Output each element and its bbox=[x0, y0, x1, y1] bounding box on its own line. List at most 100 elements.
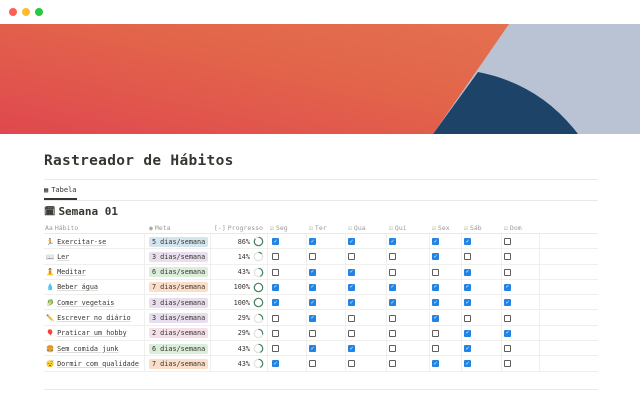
day-checkbox[interactable]: ✓ bbox=[272, 298, 279, 307]
day-checkbox[interactable] bbox=[432, 268, 439, 276]
table-row[interactable]: 🧘 Meditar 6 dias/semana 43% ✓ ✓ ✓ bbox=[44, 264, 598, 280]
day-checkbox[interactable]: ✓ bbox=[389, 298, 396, 307]
day-checkbox[interactable]: ✓ bbox=[272, 359, 279, 368]
column-header-habit[interactable]: Aa Hábito bbox=[45, 222, 78, 234]
day-checkbox[interactable]: ✓ bbox=[432, 314, 439, 322]
column-header-1[interactable]: ☑ Ter bbox=[309, 222, 327, 234]
goal-cell[interactable]: 3 dias/semana bbox=[145, 295, 211, 311]
habit-cell[interactable]: 🍔 Sem comida junk bbox=[44, 341, 145, 357]
habit-cell[interactable]: ✏️ Escrever no diário bbox=[44, 310, 145, 326]
column-header-5[interactable]: ☑ Sáb bbox=[464, 222, 482, 234]
day-checkbox[interactable]: ✓ bbox=[464, 359, 471, 368]
day-checkbox[interactable]: ✓ bbox=[432, 237, 439, 245]
day-checkbox[interactable] bbox=[309, 253, 316, 261]
column-header-3[interactable]: ☑ Qui bbox=[389, 222, 407, 234]
day-checkbox[interactable]: ✓ bbox=[272, 237, 279, 245]
goal-cell[interactable]: 6 dias/semana bbox=[145, 264, 211, 280]
day-checkbox[interactable] bbox=[504, 238, 511, 245]
day-checkbox[interactable] bbox=[272, 268, 279, 276]
day-checkbox[interactable] bbox=[272, 329, 279, 337]
day-checkbox[interactable] bbox=[504, 345, 511, 353]
day-checkbox[interactable]: ✓ bbox=[309, 344, 316, 353]
table-row[interactable]: 📖 Ler 3 dias/semana 14% ✓ bbox=[44, 249, 598, 265]
day-checkbox[interactable] bbox=[309, 329, 316, 337]
day-checkbox[interactable] bbox=[348, 253, 355, 261]
column-header-progress[interactable]: [-] Progresso bbox=[214, 222, 263, 234]
maximize-window-button[interactable] bbox=[35, 8, 43, 16]
day-checkbox[interactable] bbox=[348, 329, 355, 337]
column-header-0[interactable]: ☑ Seg bbox=[270, 222, 288, 234]
tab-tabela[interactable]: ▦ Tabela bbox=[44, 186, 77, 200]
day-checkbox[interactable]: ✓ bbox=[348, 237, 355, 245]
goal-cell[interactable]: 7 dias/semana bbox=[145, 356, 211, 372]
day-checkbox[interactable] bbox=[309, 360, 316, 368]
day-checkbox[interactable]: ✓ bbox=[464, 237, 471, 245]
day-checkbox[interactable]: ✓ bbox=[389, 237, 396, 245]
minimize-window-button[interactable] bbox=[22, 8, 30, 16]
day-checkbox[interactable] bbox=[504, 360, 511, 368]
day-checkbox[interactable]: ✓ bbox=[348, 298, 355, 307]
day-checkbox[interactable]: ✓ bbox=[504, 283, 511, 291]
table-row[interactable]: ✏️ Escrever no diário 3 dias/semana 29% ✓ ✓ bbox=[44, 310, 598, 326]
habit-cell[interactable]: 🎈 Praticar um hobby bbox=[44, 325, 145, 341]
habit-cell[interactable]: 🏃 Exercitar-se bbox=[44, 234, 145, 249]
day-checkbox[interactable]: ✓ bbox=[309, 268, 316, 276]
habit-cell[interactable]: 💧 Beber água bbox=[44, 279, 145, 295]
day-checkbox[interactable]: ✓ bbox=[432, 359, 439, 368]
habit-cell[interactable]: 😴 Dormir com qualidade bbox=[44, 356, 145, 372]
day-checkbox[interactable] bbox=[389, 360, 396, 368]
group-header[interactable]: 🗓 Semana 01 bbox=[44, 205, 118, 218]
day-checkbox[interactable]: ✓ bbox=[464, 344, 471, 353]
day-checkbox[interactable] bbox=[432, 329, 439, 337]
table-row[interactable]: 🏃 Exercitar-se 5 dias/semana 86% ✓ ✓ ✓ ✓ ✓ ✓ bbox=[44, 234, 598, 250]
column-header-2[interactable]: ☑ Qua bbox=[348, 222, 366, 234]
goal-cell[interactable]: 6 dias/semana bbox=[145, 341, 211, 357]
goal-cell[interactable]: 7 dias/semana bbox=[145, 279, 211, 295]
day-checkbox[interactable] bbox=[389, 345, 396, 353]
habit-cell[interactable]: 🥬 Comer vegetais bbox=[44, 295, 145, 311]
day-checkbox[interactable] bbox=[272, 253, 279, 261]
day-checkbox[interactable] bbox=[432, 345, 439, 353]
day-checkbox[interactable]: ✓ bbox=[309, 237, 316, 245]
table-row[interactable]: 🍔 Sem comida junk 6 dias/semana 43% ✓ ✓ ✓ bbox=[44, 341, 598, 357]
day-checkbox[interactable]: ✓ bbox=[464, 283, 471, 291]
day-checkbox[interactable] bbox=[464, 314, 471, 322]
day-checkbox[interactable]: ✓ bbox=[272, 283, 279, 291]
goal-cell[interactable]: 3 dias/semana bbox=[145, 310, 211, 326]
day-checkbox[interactable] bbox=[504, 253, 511, 261]
table-row[interactable]: 💧 Beber água 7 dias/semana 100% ✓ ✓ ✓ ✓ ✓ ✓ ✓ bbox=[44, 279, 598, 296]
day-checkbox[interactable]: ✓ bbox=[504, 329, 511, 337]
table-row[interactable]: 🎈 Praticar um hobby 2 dias/semana 29% ✓ ✓ bbox=[44, 325, 598, 342]
day-checkbox[interactable]: ✓ bbox=[348, 268, 355, 276]
day-checkbox[interactable]: ✓ bbox=[464, 298, 471, 307]
day-checkbox[interactable]: ✓ bbox=[309, 314, 316, 322]
day-checkbox[interactable] bbox=[389, 329, 396, 337]
day-checkbox[interactable]: ✓ bbox=[348, 283, 355, 291]
day-checkbox[interactable] bbox=[348, 360, 355, 368]
column-header-6[interactable]: ☑ Dom bbox=[504, 222, 522, 234]
goal-cell[interactable]: 5 dias/semana bbox=[145, 234, 211, 249]
close-window-button[interactable] bbox=[9, 8, 17, 16]
day-checkbox[interactable] bbox=[389, 253, 396, 261]
day-checkbox[interactable]: ✓ bbox=[464, 268, 471, 276]
day-checkbox[interactable]: ✓ bbox=[432, 283, 439, 291]
day-checkbox[interactable]: ✓ bbox=[432, 298, 439, 307]
day-checkbox[interactable]: ✓ bbox=[309, 298, 316, 307]
day-checkbox[interactable]: ✓ bbox=[504, 298, 511, 307]
day-checkbox[interactable]: ✓ bbox=[389, 283, 396, 291]
day-checkbox[interactable] bbox=[272, 345, 279, 353]
day-checkbox[interactable]: ✓ bbox=[309, 283, 316, 291]
day-checkbox[interactable]: ✓ bbox=[348, 344, 355, 353]
day-checkbox[interactable] bbox=[389, 268, 396, 276]
goal-cell[interactable]: 3 dias/semana bbox=[145, 249, 211, 265]
day-checkbox[interactable] bbox=[504, 314, 511, 322]
day-checkbox[interactable] bbox=[504, 268, 511, 276]
column-header-goal[interactable]: ◉ Meta bbox=[149, 222, 171, 234]
day-checkbox[interactable]: ✓ bbox=[432, 252, 439, 261]
day-checkbox[interactable] bbox=[389, 314, 396, 322]
habit-cell[interactable]: 📖 Ler bbox=[44, 249, 145, 265]
table-row[interactable]: 🥬 Comer vegetais 3 dias/semana 100% ✓ ✓ ✓ ✓ ✓ ✓ ✓ bbox=[44, 295, 598, 311]
day-checkbox[interactable] bbox=[272, 314, 279, 322]
day-checkbox[interactable] bbox=[348, 314, 355, 322]
habit-cell[interactable]: 🧘 Meditar bbox=[44, 264, 145, 280]
